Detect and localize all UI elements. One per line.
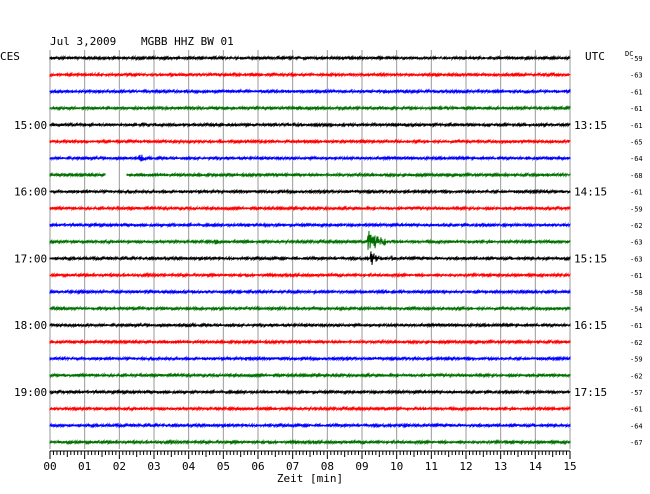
dc-offset-label: -63 xyxy=(630,239,643,247)
trace-row-7 xyxy=(49,171,571,179)
dc-offset-label: -59 xyxy=(630,55,643,63)
trace-row-4 xyxy=(49,121,571,128)
trace-row-2 xyxy=(49,88,571,95)
left-time-label: 15:00 xyxy=(14,119,47,132)
right-time-labels: 13:15 14:15 15:15 16:15 17:15 xyxy=(574,119,607,399)
trace-row-5 xyxy=(49,138,571,145)
dc-offset-label: -61 xyxy=(630,406,643,414)
left-time-label: 17:00 xyxy=(14,252,47,265)
dc-offset-label: -57 xyxy=(630,389,643,397)
trace-row-23 xyxy=(49,438,571,446)
trace-row-18 xyxy=(49,355,571,362)
x-tick-label: 04 xyxy=(182,460,196,473)
trace-row-11 xyxy=(49,230,571,250)
dc-offset-label: -61 xyxy=(630,322,643,330)
trace-row-13 xyxy=(49,271,571,279)
dc-offset-label: -62 xyxy=(630,339,643,347)
trace-row-0 xyxy=(49,54,571,62)
dc-offset-label: -65 xyxy=(630,139,643,147)
trace-row-8 xyxy=(49,188,571,195)
dc-offset-label: -67 xyxy=(630,439,643,447)
x-tick-label: 01 xyxy=(78,460,91,473)
right-time-label: 15:15 xyxy=(574,252,607,265)
right-time-label: 14:15 xyxy=(574,186,607,199)
x-tick-label: 00 xyxy=(43,460,56,473)
trace-row-6 xyxy=(49,154,571,162)
header-date: Jul 3,2009 xyxy=(50,35,116,48)
dc-offset-label: -61 xyxy=(630,105,643,113)
x-axis-tick-labels: 00 01 02 03 04 05 06 07 08 09 10 11 12 13 14 15 xyxy=(43,460,576,473)
grid-lines xyxy=(49,50,571,449)
x-tick-label: 02 xyxy=(113,460,126,473)
trace-row-9 xyxy=(49,205,571,212)
trace-group xyxy=(49,54,571,446)
trace-row-14 xyxy=(49,288,571,296)
right-time-label: 13:15 xyxy=(574,119,607,132)
x-tick-label: 11 xyxy=(425,460,438,473)
trace-row-1 xyxy=(49,71,571,78)
dc-offset-label: -59 xyxy=(630,205,643,213)
dc-offset-label: -68 xyxy=(630,172,643,180)
dc-offset-label: -62 xyxy=(630,222,643,230)
right-time-label: 17:15 xyxy=(574,386,607,399)
x-tick-label: 05 xyxy=(217,460,230,473)
x-tick-label: 06 xyxy=(251,460,264,473)
x-tick-label: 08 xyxy=(321,460,334,473)
x-axis-ticks xyxy=(49,451,571,459)
trace-row-16 xyxy=(49,322,571,329)
x-tick-label: 13 xyxy=(494,460,507,473)
trace-row-19 xyxy=(49,371,571,379)
dc-offset-label: -63 xyxy=(630,72,643,80)
dc-offset-label: -54 xyxy=(630,306,643,314)
dc-offset-label: -63 xyxy=(630,255,643,263)
trace-row-21 xyxy=(49,405,571,412)
dc-offset-label: -61 xyxy=(630,122,643,130)
trace-row-12 xyxy=(49,251,571,265)
x-tick-label: 10 xyxy=(390,460,403,473)
x-tick-label: 12 xyxy=(459,460,472,473)
trace-row-15 xyxy=(49,305,571,312)
trace-row-3 xyxy=(49,104,571,112)
dc-offset-label: -59 xyxy=(630,356,643,364)
dc-offset-label: -61 xyxy=(630,88,643,96)
x-axis-title: Zeit [min] xyxy=(277,472,343,485)
dc-offset-label: -61 xyxy=(630,189,643,197)
dc-column-header: DC xyxy=(625,50,633,58)
header-station: MGBB HHZ BW 01 xyxy=(141,35,234,48)
left-timezone-label: CES xyxy=(0,50,20,63)
right-time-label: 16:15 xyxy=(574,319,607,332)
left-time-label: 18:00 xyxy=(14,319,47,332)
x-tick-label: 09 xyxy=(355,460,368,473)
left-time-labels: 15:00 16:00 17:00 18:00 19:00 xyxy=(14,119,47,399)
dc-offset-labels: -59 -63 -61 -61 -61 -65 -64 -68 -61 -59 -62 -63 -63 -… xyxy=(630,55,643,447)
left-time-label: 16:00 xyxy=(14,186,47,199)
trace-row-22 xyxy=(49,422,571,429)
dc-offset-label: -64 xyxy=(630,422,643,430)
x-tick-label: 15 xyxy=(563,460,576,473)
trace-row-17 xyxy=(49,338,571,346)
x-tick-label: 07 xyxy=(286,460,299,473)
dc-offset-label: -64 xyxy=(630,155,643,163)
x-tick-label: 14 xyxy=(529,460,543,473)
trace-row-20 xyxy=(49,388,571,396)
dc-offset-label: -61 xyxy=(630,272,643,280)
trace-row-10 xyxy=(49,221,571,229)
dc-offset-label: -58 xyxy=(630,289,643,297)
dc-offset-label: -62 xyxy=(630,372,643,380)
left-time-label: 19:00 xyxy=(14,386,47,399)
x-tick-label: 03 xyxy=(147,460,160,473)
right-timezone-label: UTC xyxy=(585,50,605,63)
